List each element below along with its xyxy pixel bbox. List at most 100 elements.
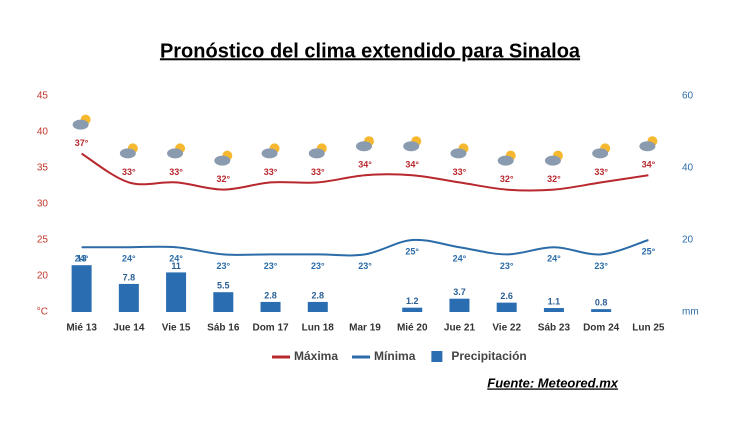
y2-tick-label: 40 — [682, 163, 694, 174]
bar — [166, 272, 187, 312]
value-label: 23° — [358, 261, 372, 271]
icon-cloud — [214, 155, 231, 166]
bar-label: 2.6 — [500, 291, 513, 301]
x-tick-label: Mié 20 — [397, 323, 428, 334]
value-label: 32° — [500, 174, 514, 184]
bar-label: 5.5 — [217, 281, 230, 291]
weather-icon — [497, 150, 516, 166]
value-label: 33° — [122, 167, 136, 177]
icon-cloud — [356, 141, 372, 152]
bar — [118, 283, 139, 312]
bar — [260, 301, 281, 312]
chart-title: Pronóstico del clima extendido para Sina… — [160, 40, 581, 62]
legend-label: Precipitación — [451, 349, 526, 363]
weather-icon — [261, 143, 280, 159]
y-tick-label: 35 — [37, 163, 49, 174]
bar-label: 13 — [77, 254, 87, 264]
bar-label: 2.8 — [312, 290, 325, 300]
value-label: 23° — [311, 261, 325, 271]
value-label: 23° — [216, 261, 230, 271]
y2-tick-label: 60 — [682, 91, 694, 102]
y-tick-label: 25 — [37, 235, 49, 246]
y-tick-label: °C — [37, 307, 48, 318]
icon-cloud — [592, 148, 609, 159]
bar-label: 1.2 — [406, 296, 419, 306]
weather-icon — [592, 143, 611, 159]
value-label: 33° — [264, 167, 278, 177]
weather-icon — [119, 143, 138, 159]
bar — [496, 302, 517, 312]
icon-cloud — [261, 148, 278, 159]
icon-cloud — [497, 155, 514, 166]
icon-cloud — [639, 141, 656, 152]
value-label: 23° — [264, 261, 278, 271]
weather-icon — [544, 150, 563, 166]
value-label: 34° — [358, 160, 372, 170]
bar-label: 3.7 — [453, 287, 466, 297]
y2-tick-label: mm — [682, 307, 699, 318]
x-tick-label: Dom 24 — [583, 323, 620, 334]
x-tick-label: Sáb 16 — [207, 323, 240, 334]
x-tick-label: Jue 14 — [113, 323, 145, 334]
y2-tick-label: 20 — [682, 235, 694, 246]
bar-label: 7.8 — [123, 272, 136, 282]
bar-label: 2.8 — [264, 290, 277, 300]
x-tick-label: Vie 22 — [492, 323, 521, 334]
source: Fuente: Meteored.mx — [487, 375, 619, 390]
weather-icon — [450, 143, 469, 159]
bar — [449, 298, 470, 312]
icon-cloud — [544, 155, 561, 166]
x-tick-label: Mié 13 — [66, 323, 97, 334]
icon-cloud — [119, 148, 136, 159]
x-tick-label: Sáb 23 — [538, 323, 571, 334]
value-label: 37° — [75, 138, 89, 148]
value-label: 25° — [642, 246, 656, 256]
line — [81, 152, 649, 192]
line — [81, 238, 649, 257]
legend-label: Mínima — [374, 349, 416, 363]
bar — [402, 307, 423, 312]
legend-label: Máxima — [294, 349, 338, 363]
weather-icon — [356, 136, 374, 152]
value-label: 33° — [311, 167, 325, 177]
weather-icon — [214, 150, 233, 166]
value-label: 24° — [547, 254, 561, 264]
x-tick-label: Vie 15 — [162, 323, 191, 334]
weather-icon — [639, 136, 658, 152]
value-label: 23° — [594, 261, 608, 271]
value-label: 34° — [642, 160, 656, 170]
x-tick-label: Jue 21 — [444, 323, 476, 334]
value-label: 24° — [122, 254, 136, 264]
value-label: 24° — [169, 254, 183, 264]
y-tick-label: 20 — [37, 271, 49, 282]
x-tick-label: Lun 25 — [632, 323, 665, 334]
legend-swatch — [431, 351, 443, 362]
x-tick-label: Lun 18 — [302, 323, 335, 334]
weather-icon — [308, 143, 327, 159]
icon-cloud — [72, 119, 89, 130]
weather-icon — [403, 136, 422, 152]
bar — [71, 265, 92, 312]
value-label: 24° — [453, 254, 467, 264]
icon-cloud — [308, 148, 325, 159]
value-label: 33° — [453, 167, 467, 177]
value-label: 33° — [594, 167, 608, 177]
bar — [307, 301, 328, 312]
y-tick-label: 45 — [37, 91, 49, 102]
value-label: 32° — [216, 174, 230, 184]
y-tick-label: 40 — [37, 127, 49, 138]
weather-icon — [167, 143, 186, 159]
x-tick-label: Mar 19 — [349, 323, 381, 334]
icon-cloud — [450, 148, 467, 159]
bar-label: 0.8 — [595, 297, 608, 307]
value-label: 24° — [75, 254, 89, 264]
icon-cloud — [167, 148, 184, 159]
value-label: 32° — [547, 174, 561, 184]
weather-icon — [72, 114, 91, 130]
x-tick-label: Dom 17 — [252, 323, 289, 334]
bar-label: 1.1 — [548, 296, 561, 306]
icon-cloud — [403, 141, 420, 152]
bar — [213, 292, 234, 312]
bar — [591, 309, 612, 312]
